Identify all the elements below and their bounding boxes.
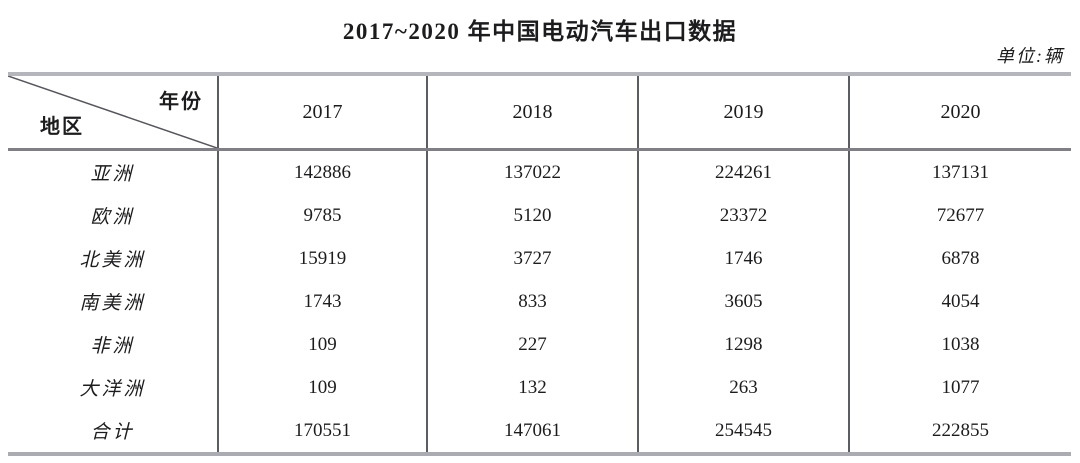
- data-cell: 142886: [217, 149, 427, 194]
- table-row-oceania: 大洋洲 109 132 263 1077: [8, 366, 1071, 409]
- data-cell: 263: [637, 366, 849, 409]
- year-column-header-2019: 2019: [637, 74, 849, 151]
- table-row-south-america: 南美洲 1743 833 3605 4054: [8, 280, 1071, 323]
- table-row-europe: 欧洲 9785 5120 23372 72677: [8, 194, 1071, 237]
- table-row-north-america: 北美洲 15919 3727 1746 6878: [8, 237, 1071, 280]
- data-cell: 109: [217, 323, 427, 366]
- region-label: 大洋洲: [79, 379, 146, 400]
- data-cell: 4054: [848, 280, 1071, 323]
- year-column-header-2020: 2020: [848, 74, 1071, 151]
- data-cell: 5120: [426, 194, 638, 237]
- year-column-header-2017: 2017: [217, 74, 427, 151]
- data-cell: 147061: [426, 409, 638, 454]
- table-row-africa: 非洲 109 227 1298 1038: [8, 323, 1071, 366]
- data-cell: 137131: [848, 149, 1071, 194]
- figure-title: 2017~2020 年中国电动汽车出口数据: [342, 19, 738, 44]
- data-cell: 222855: [848, 409, 1071, 454]
- data-cell: 3727: [426, 237, 638, 280]
- data-cell: 170551: [217, 409, 427, 454]
- corner-year-label: 年份: [159, 91, 203, 113]
- data-cell: 6878: [848, 237, 1071, 280]
- header-row: 年份 地区 2017 2018 2019 2020: [8, 74, 1071, 151]
- unit-label: 单位:辆: [996, 46, 1064, 66]
- data-cell: 254545: [637, 409, 849, 454]
- data-cell: 833: [426, 280, 638, 323]
- data-cell: 1077: [848, 366, 1071, 409]
- data-cell: 1298: [637, 323, 849, 366]
- region-label: 北美洲: [79, 250, 146, 271]
- data-cell: 137022: [426, 149, 638, 194]
- export-data-table: 年份 地区 2017 2018 2019 2020 亚洲 142886 1370…: [8, 72, 1071, 456]
- diagonal-divider-line: [8, 76, 217, 148]
- region-label: 欧洲: [90, 207, 135, 228]
- region-label: 南美洲: [79, 293, 146, 314]
- data-cell: 109: [217, 366, 427, 409]
- table-row-asia: 亚洲 142886 137022 224261 137131: [8, 149, 1071, 194]
- data-cell: 227: [426, 323, 638, 366]
- data-cell: 72677: [848, 194, 1071, 237]
- data-cell: 1746: [637, 237, 849, 280]
- corner-region-label: 地区: [40, 116, 84, 138]
- region-label: 亚洲: [90, 164, 135, 185]
- data-cell: 23372: [637, 194, 849, 237]
- data-cell: 9785: [217, 194, 427, 237]
- data-cell: 132: [426, 366, 638, 409]
- corner-header-cell: 年份 地区: [8, 74, 218, 151]
- data-cell: 3605: [637, 280, 849, 323]
- data-cell: 1038: [848, 323, 1071, 366]
- data-cell: 15919: [217, 237, 427, 280]
- year-column-header-2018: 2018: [426, 74, 638, 151]
- data-cell: 224261: [637, 149, 849, 194]
- data-cell: 1743: [217, 280, 427, 323]
- region-label: 非洲: [90, 336, 135, 357]
- table-row-total: 合计 170551 147061 254545 222855: [8, 409, 1071, 454]
- region-label: 合计: [90, 422, 135, 443]
